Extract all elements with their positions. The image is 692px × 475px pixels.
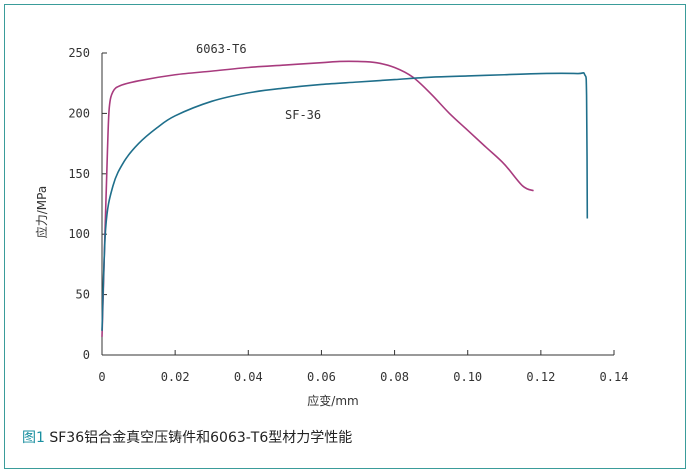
figure-number: 图1	[22, 430, 45, 446]
x-tick-label: 0.06	[307, 370, 336, 384]
y-tick-label: 100	[68, 227, 90, 241]
x-ticks: 0 0.02 0.04 0.06 0.08 0.10 0.12 0.14	[98, 350, 628, 384]
x-tick-label: 0.10	[453, 370, 482, 384]
y-tick-label: 0	[83, 348, 90, 362]
x-tick-label: 0.02	[161, 370, 190, 384]
x-axis-title: 应变/mm	[307, 393, 358, 408]
x-tick-label: 0.14	[600, 370, 629, 384]
y-tick-label: 250	[68, 46, 90, 60]
series-lines	[101, 60, 589, 337]
x-tick-label: 0.08	[380, 370, 409, 384]
figure-frame	[4, 4, 686, 469]
y-ticks: 0 50 100 150 200 250	[68, 46, 107, 362]
figure-caption: 图1 SF36铝合金真空压铸件和6063-T6型材力学性能	[22, 427, 352, 447]
x-tick-label: 0	[98, 370, 105, 384]
x-tick-label: 0.12	[526, 370, 555, 384]
series-line-6063-t6	[101, 60, 534, 337]
series-label-6063-t6: 6063-T6	[196, 42, 247, 56]
series-line-sf-36	[101, 72, 589, 331]
y-tick-label: 150	[68, 167, 90, 181]
y-tick-label: 200	[68, 106, 90, 120]
figure-caption-text: SF36铝合金真空压铸件和6063-T6型材力学性能	[44, 430, 353, 446]
x-tick-label: 0.04	[234, 370, 263, 384]
y-tick-label: 50	[76, 288, 90, 302]
series-label-sf-36: SF-36	[285, 108, 321, 122]
axes	[101, 53, 614, 356]
y-axis-title: 应力/MPa	[34, 186, 49, 238]
